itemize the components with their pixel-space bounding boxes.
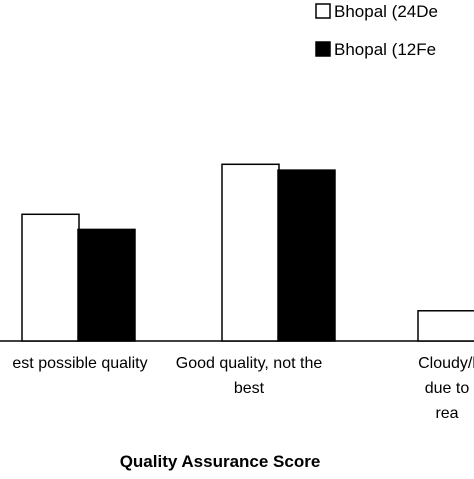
bar-series-0-cat-1	[221, 163, 280, 342]
category-label-2-line-2: rea	[435, 405, 458, 422]
legend: Bhopal (24De Bhopal (12Fe	[315, 2, 438, 59]
category-labels-group: est possible quality Good quality, not th…	[12, 355, 474, 422]
bars-group	[21, 163, 474, 342]
legend-label-1: Bhopal (12Fe	[334, 40, 436, 59]
x-axis-title: Quality Assurance Score	[120, 452, 321, 471]
category-label-1-line-1: best	[234, 380, 265, 397]
bar-series-0-cat-0	[21, 213, 80, 342]
category-label-2-line-0: Cloudy/l	[418, 355, 474, 372]
legend-label-0: Bhopal (24De	[334, 2, 438, 21]
category-label-1-line-0: Good quality, not the	[176, 355, 323, 372]
bar-series-0-cat-2	[417, 310, 474, 342]
legend-swatch-1	[315, 41, 331, 57]
bar-series-1-cat-1	[277, 169, 336, 342]
category-label-2-line-1: due to	[425, 380, 470, 397]
bar-series-1-cat-0	[77, 228, 136, 342]
legend-swatch-0	[315, 3, 331, 19]
category-label-0-line-0: est possible quality	[12, 355, 147, 372]
